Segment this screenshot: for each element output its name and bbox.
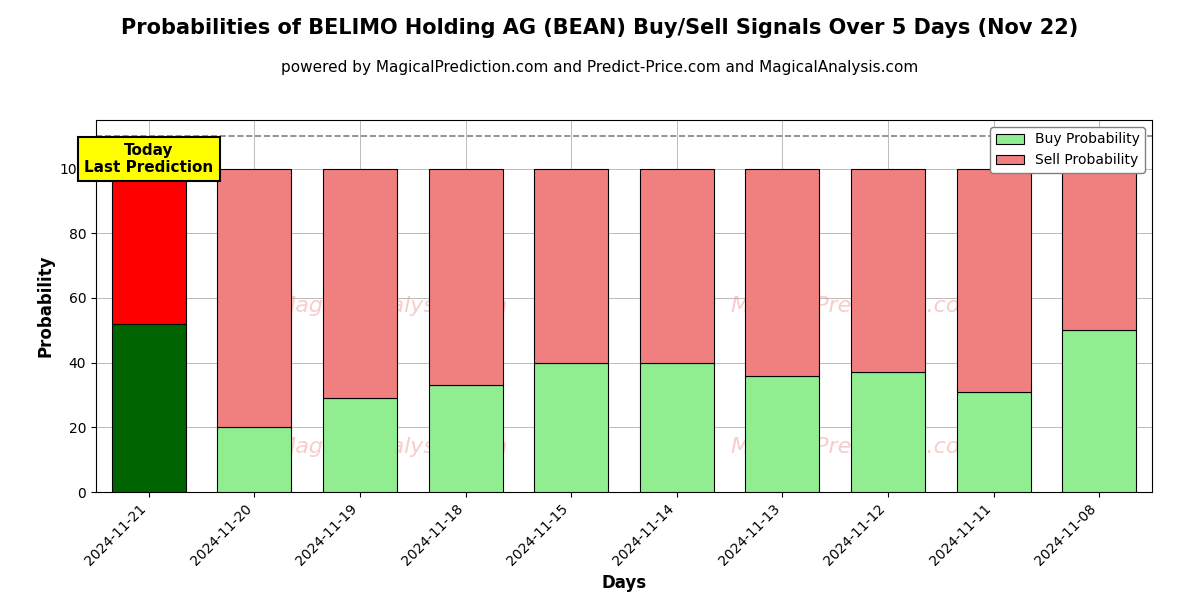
Text: powered by MagicalPrediction.com and Predict-Price.com and MagicalAnalysis.com: powered by MagicalPrediction.com and Pre… xyxy=(281,60,919,75)
Text: MagicalPrediction.com: MagicalPrediction.com xyxy=(731,437,982,457)
Text: MagicalAnalysis.com: MagicalAnalysis.com xyxy=(276,437,508,457)
Bar xyxy=(851,373,925,492)
Text: Today
Last Prediction: Today Last Prediction xyxy=(84,143,214,175)
Bar xyxy=(112,324,186,492)
Bar xyxy=(1062,330,1136,492)
Bar xyxy=(428,385,503,492)
X-axis label: Days: Days xyxy=(601,574,647,592)
Bar xyxy=(217,169,292,427)
Bar xyxy=(745,169,820,376)
Bar xyxy=(323,169,397,398)
Text: Probabilities of BELIMO Holding AG (BEAN) Buy/Sell Signals Over 5 Days (Nov 22): Probabilities of BELIMO Holding AG (BEAN… xyxy=(121,18,1079,38)
Text: MagicalPrediction.com: MagicalPrediction.com xyxy=(731,296,982,316)
Bar xyxy=(112,169,186,324)
Bar xyxy=(428,169,503,385)
Bar xyxy=(534,169,608,362)
Bar xyxy=(1062,169,1136,330)
Bar xyxy=(534,362,608,492)
Legend: Buy Probability, Sell Probability: Buy Probability, Sell Probability xyxy=(990,127,1145,173)
Bar xyxy=(956,169,1031,392)
Bar xyxy=(640,169,714,362)
Bar xyxy=(323,398,397,492)
Bar xyxy=(640,362,714,492)
Bar xyxy=(745,376,820,492)
Y-axis label: Probability: Probability xyxy=(36,255,54,357)
Text: MagicalAnalysis.com: MagicalAnalysis.com xyxy=(276,296,508,316)
Bar xyxy=(956,392,1031,492)
Bar xyxy=(217,427,292,492)
Bar xyxy=(851,169,925,373)
